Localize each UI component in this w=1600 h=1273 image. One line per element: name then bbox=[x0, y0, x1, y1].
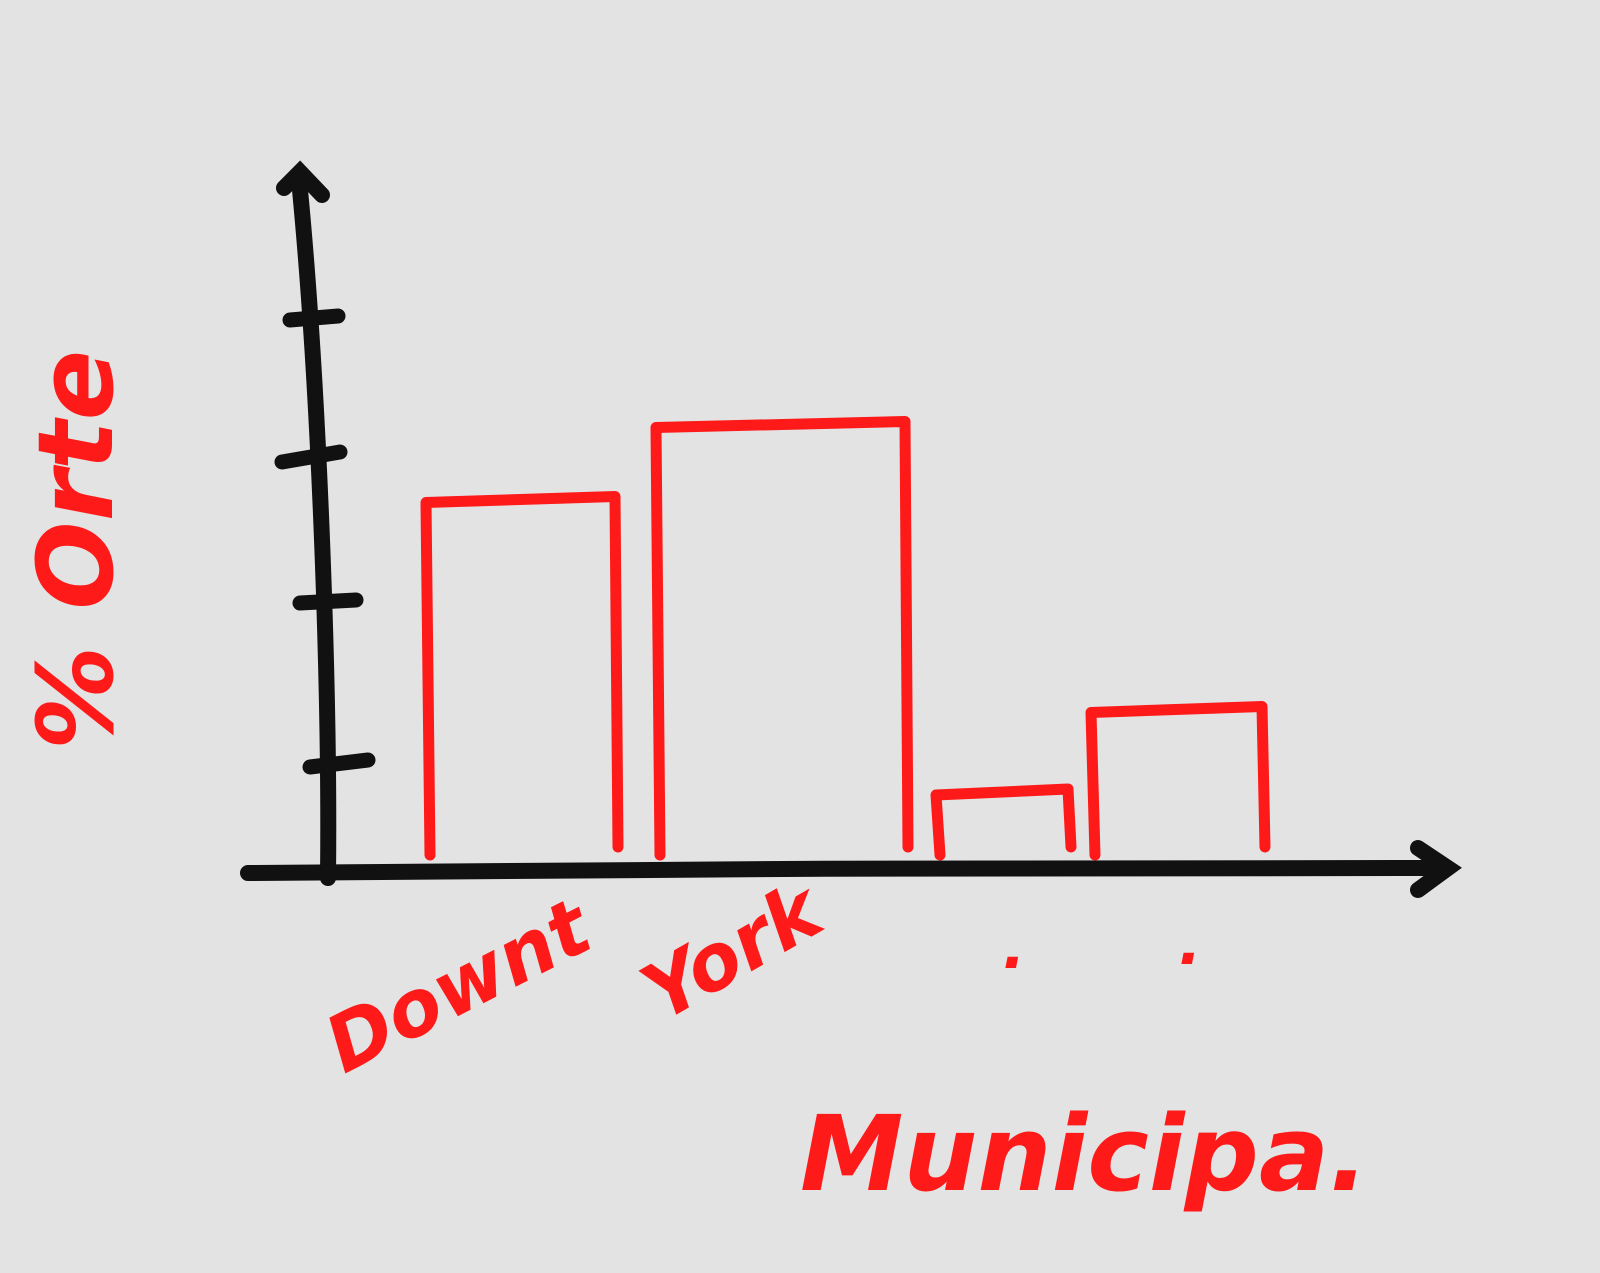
category-label: . bbox=[1179, 909, 1202, 979]
y-axis-title: % Orte bbox=[15, 350, 137, 750]
bars-group bbox=[420, 416, 1271, 861]
bar bbox=[930, 783, 1077, 861]
y-axis bbox=[292, 182, 337, 886]
x-axis-title: Municipa. bbox=[800, 1093, 1369, 1215]
bar bbox=[1085, 701, 1271, 861]
bar bbox=[650, 416, 914, 861]
y-tick bbox=[282, 308, 346, 328]
x-axis bbox=[240, 860, 1448, 881]
y-axis-arrowhead bbox=[276, 160, 330, 203]
y-tick bbox=[274, 444, 348, 470]
y-tick bbox=[302, 752, 376, 775]
category-label: . bbox=[1003, 913, 1026, 983]
category-label: York bbox=[627, 864, 840, 1039]
y-tick bbox=[292, 592, 364, 611]
category-labels: Downt York . . bbox=[312, 864, 1202, 1091]
x-axis-arrowhead bbox=[1410, 840, 1462, 898]
bar bbox=[420, 491, 624, 861]
category-label: Downt bbox=[312, 881, 608, 1091]
